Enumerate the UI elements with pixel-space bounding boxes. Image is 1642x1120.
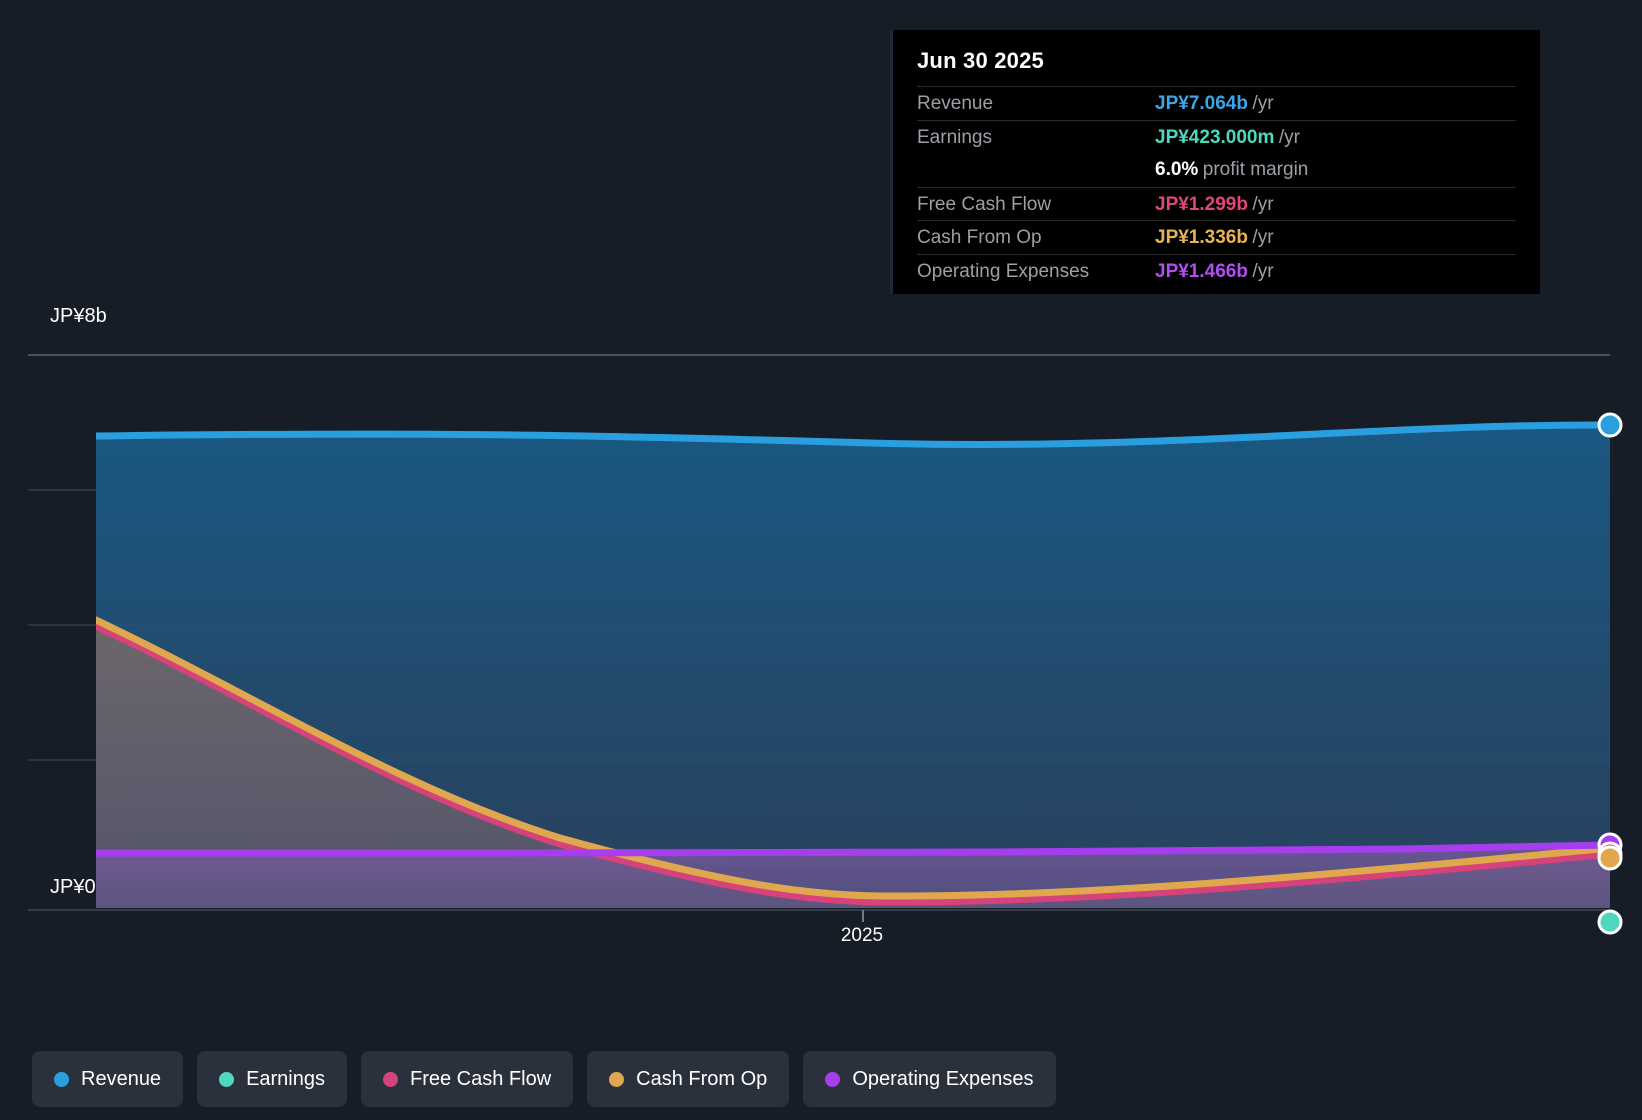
tooltip-row-free-cash-flow: Free Cash Flow JP¥1.299b /yr	[917, 186, 1516, 221]
tooltip-value-operating-expenses: JP¥1.466b	[1155, 260, 1248, 282]
tooltip-unit-profit-margin: profit margin	[1202, 159, 1309, 180]
legend-dot-cash-from-op-icon	[609, 1071, 625, 1087]
tooltip-value-earnings: JP¥423.000m	[1155, 126, 1275, 148]
line-operating-expenses	[96, 841, 1610, 857]
tooltip-value-free-cash-flow: JP¥1.299b	[1155, 193, 1248, 215]
tooltip-label-earnings: Earnings	[917, 126, 992, 148]
legend-label-operating-expenses: Operating Expenses	[852, 1067, 1034, 1090]
tooltip-unit-earnings: /yr	[1278, 126, 1300, 148]
line-cash-from-op	[96, 616, 1610, 900]
tooltip-label-operating-expenses: Operating Expenses	[917, 260, 1090, 282]
area-earnings-band	[96, 908, 1610, 929]
chart-legend: Revenue Earnings Free Cash Flow Cash Fro…	[32, 1051, 1056, 1107]
marker-revenue[interactable]	[1597, 412, 1623, 438]
marker-cash-from-op[interactable]	[1597, 845, 1623, 871]
legend-label-revenue: Revenue	[81, 1067, 162, 1090]
y-axis-top-label: JP¥8b	[50, 305, 107, 327]
tooltip-row-operating-expenses: Operating Expenses JP¥1.466b /yr	[917, 253, 1516, 288]
tooltip-row-cash-from-op: Cash From Op JP¥1.336b /yr	[917, 220, 1516, 254]
tooltip-value-revenue: JP¥7.064b	[1155, 93, 1248, 114]
legend-item-operating-expenses[interactable]: Operating Expenses	[803, 1051, 1056, 1107]
legend-item-free-cash-flow[interactable]: Free Cash Flow	[361, 1051, 574, 1107]
tooltip-date: Jun 30 2025	[917, 48, 1044, 73]
legend-item-revenue[interactable]: Revenue	[32, 1051, 184, 1107]
legend-dot-earnings-icon	[219, 1071, 235, 1087]
legend-dot-free-cash-flow-icon	[383, 1071, 398, 1087]
tooltip-value-cash-from-op: JP¥1.336b	[1155, 227, 1248, 248]
endpoint-markers[interactable]	[1597, 412, 1623, 935]
tooltip-unit-cash-from-op: /yr	[1252, 227, 1274, 248]
line-free-cash-flow	[96, 622, 1610, 906]
tooltip-row-revenue: Revenue JP¥7.064b /yr	[917, 86, 1516, 120]
tooltip-label-free-cash-flow: Free Cash Flow	[917, 193, 1052, 215]
line-revenue	[96, 421, 1610, 448]
legend-label-earnings: Earnings	[246, 1067, 325, 1090]
tooltip-value-profit-margin: 6.0%	[1155, 159, 1199, 180]
area-cash-from-op	[96, 622, 1610, 908]
legend-dot-operating-expenses-icon	[825, 1071, 841, 1087]
tooltip-unit-operating-expenses: /yr	[1252, 260, 1274, 282]
tooltip-unit-revenue: /yr	[1252, 93, 1274, 114]
area-revenue	[96, 424, 1610, 908]
tooltip-label-revenue: Revenue	[917, 93, 994, 114]
area-operating-expenses	[96, 845, 1610, 908]
chart-plot-area	[96, 421, 1610, 929]
chart-tooltip: Jun 30 2025 Revenue JP¥7.064b /yr Earnin…	[890, 30, 1540, 294]
tooltip-unit-free-cash-flow: /yr	[1252, 193, 1274, 215]
y-axis-zero-label: JP¥0	[50, 876, 96, 898]
line-earnings	[96, 922, 1610, 929]
legend-item-cash-from-op[interactable]: Cash From Op	[587, 1051, 790, 1107]
legend-label-free-cash-flow: Free Cash Flow	[410, 1067, 552, 1090]
tooltip-row-earnings: Earnings JP¥423.000m /yr	[917, 119, 1516, 154]
legend-label-cash-from-op: Cash From Op	[636, 1067, 768, 1090]
marker-earnings[interactable]	[1597, 909, 1623, 935]
tooltip-label-cash-from-op: Cash From Op	[917, 227, 1042, 248]
legend-dot-revenue-icon	[54, 1071, 69, 1087]
area-earnings	[96, 908, 1610, 929]
legend-item-earnings[interactable]: Earnings	[197, 1051, 347, 1107]
tooltip-row-profit-margin: 6.0% profit margin	[917, 153, 1516, 187]
x-axis-tick-label: 2025	[840, 925, 884, 946]
